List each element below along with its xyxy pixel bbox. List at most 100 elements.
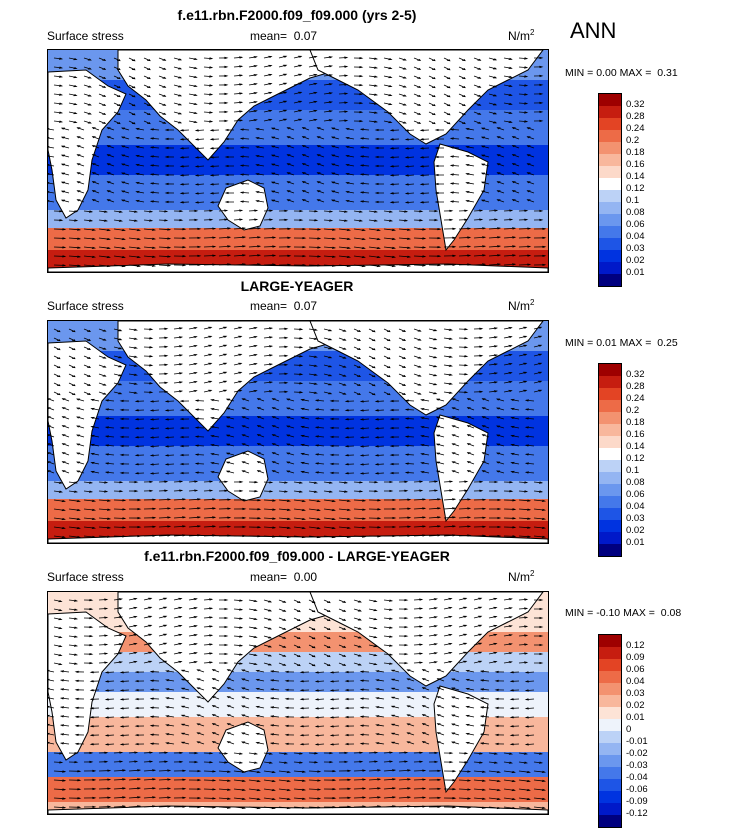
colorbar-tick-label: -0.09 <box>626 796 648 808</box>
colorbar-swatch <box>599 647 621 659</box>
colorbar-swatch <box>599 755 621 767</box>
max-label: MAX = <box>620 67 652 79</box>
panel-1-mean: mean= 0.07 <box>250 29 317 43</box>
colorbar-tick-label: 0.32 <box>626 369 645 381</box>
colorbar-tick-label: 0.14 <box>626 171 645 183</box>
colorbar-tick-label: 0.24 <box>626 123 645 135</box>
colorbar-swatch <box>599 719 621 731</box>
colorbar-swatch <box>599 520 621 532</box>
colorbar-swatch <box>599 202 621 214</box>
colorbar-tick-label: 0.01 <box>626 537 645 549</box>
colorbar-swatch <box>599 683 621 695</box>
colorbar-swatch <box>599 803 621 815</box>
panel-1-map <box>47 49 549 273</box>
min-value: 0.01 <box>596 337 616 349</box>
colorbar-tick-label: 0.08 <box>626 207 645 219</box>
colorbar-swatch <box>599 400 621 412</box>
colorbar-swatch <box>599 743 621 755</box>
units-text: N/m <box>508 29 530 43</box>
colorbar-tick-label: -0.03 <box>626 760 648 772</box>
colorbar-swatch <box>599 448 621 460</box>
colorbar-swatch <box>599 238 621 250</box>
colorbar-swatch <box>599 815 621 827</box>
colorbar-swatch <box>599 364 621 376</box>
panel-3-units: N/m2 <box>508 569 534 584</box>
ocean-field-band <box>48 652 548 672</box>
max-value: 0.08 <box>661 607 681 619</box>
colorbar-swatch <box>599 178 621 190</box>
colorbar-tick-label: 0.12 <box>626 453 645 465</box>
colorbar-swatch <box>599 214 621 226</box>
panel-3-minmax: MIN = -0.10 MAX = 0.08 <box>565 607 681 619</box>
colorbar-tick-label: 0.1 <box>626 465 645 477</box>
colorbar-swatch <box>599 532 621 544</box>
mean-label: mean= <box>250 570 287 584</box>
colorbar-swatch <box>599 635 621 647</box>
ocean-field-band <box>48 481 548 499</box>
panel-2-map <box>47 320 549 544</box>
colorbar-swatch <box>599 695 621 707</box>
colorbar-swatch <box>599 412 621 424</box>
colorbar-tick-label: -0.02 <box>626 748 648 760</box>
colorbar-tick-label: 0.16 <box>626 159 645 171</box>
panel-3-title: f.e11.rbn.F2000.f09_f09.000 - LARGE-YEAG… <box>47 548 547 564</box>
colorbar-tick-label: 0.02 <box>626 255 645 267</box>
units-exponent: 2 <box>530 28 534 37</box>
units-text: N/m <box>508 299 530 313</box>
panel-2-title: LARGE-YEAGER <box>47 278 547 294</box>
colorbar-swatch <box>599 118 621 130</box>
colorbar-tick-label: 0.16 <box>626 429 645 441</box>
mean-value: 0.07 <box>294 299 317 313</box>
panel-1-title: f.e11.rbn.F2000.f09_f09.000 (yrs 2-5) <box>47 7 547 23</box>
colorbar-tick-label: 0.2 <box>626 135 645 147</box>
colorbar-tick-label: 0.18 <box>626 417 645 429</box>
colorbar-tick-label: 0.03 <box>626 688 648 700</box>
min-label: MIN = <box>565 337 593 349</box>
colorbar-swatch <box>599 508 621 520</box>
colorbar-tick-label: 0.14 <box>626 441 645 453</box>
mean-value: 0.00 <box>294 570 317 584</box>
colorbar-tick-label: 0.06 <box>626 219 645 231</box>
colorbar-swatch <box>599 791 621 803</box>
panel-2-variable: Surface stress <box>47 299 124 313</box>
colorbar-tick-label: -0.04 <box>626 772 648 784</box>
mean-label: mean= <box>250 29 287 43</box>
panel-3-mean: mean= 0.00 <box>250 570 317 584</box>
colorbar-swatch <box>599 484 621 496</box>
colorbar-tick-label: 0.01 <box>626 712 648 724</box>
colorbar-swatch <box>599 767 621 779</box>
min-value: -0.10 <box>596 607 620 619</box>
panel-2-minmax: MIN = 0.01 MAX = 0.25 <box>565 337 678 349</box>
panel-1-colorbar <box>598 93 622 287</box>
colorbar-swatch <box>599 190 621 202</box>
colorbar-tick-label: 0.01 <box>626 267 645 279</box>
colorbar-swatch <box>599 106 621 118</box>
colorbar-tick-label: 0.03 <box>626 243 645 255</box>
colorbar-swatch <box>599 424 621 436</box>
colorbar-tick-label: 0.02 <box>626 700 648 712</box>
ocean-field-band <box>48 752 548 777</box>
colorbar-swatch <box>599 544 621 556</box>
panel-3-variable: Surface stress <box>47 570 124 584</box>
colorbar-swatch <box>599 154 621 166</box>
ocean-field-band <box>48 110 548 145</box>
min-value: 0.00 <box>596 67 616 79</box>
panel-1-units: N/m2 <box>508 28 534 43</box>
colorbar-swatch <box>599 707 621 719</box>
colorbar-tick-label: 0.04 <box>626 676 648 688</box>
colorbar-tick-label: 0.12 <box>626 640 648 652</box>
colorbar-swatch <box>599 779 621 791</box>
colorbar-swatch <box>599 250 621 262</box>
colorbar-tick-label: 0.28 <box>626 381 645 393</box>
colorbar-swatch <box>599 376 621 388</box>
colorbar-tick-label: 0.18 <box>626 147 645 159</box>
colorbar-swatch <box>599 671 621 683</box>
panel-3-map <box>47 591 549 815</box>
panel-1-minmax: MIN = 0.00 MAX = 0.31 <box>565 67 678 79</box>
colorbar-tick-label: 0.28 <box>626 111 645 123</box>
colorbar-swatch <box>599 659 621 671</box>
mean-value: 0.07 <box>294 29 317 43</box>
colorbar-tick-label: 0.02 <box>626 525 645 537</box>
